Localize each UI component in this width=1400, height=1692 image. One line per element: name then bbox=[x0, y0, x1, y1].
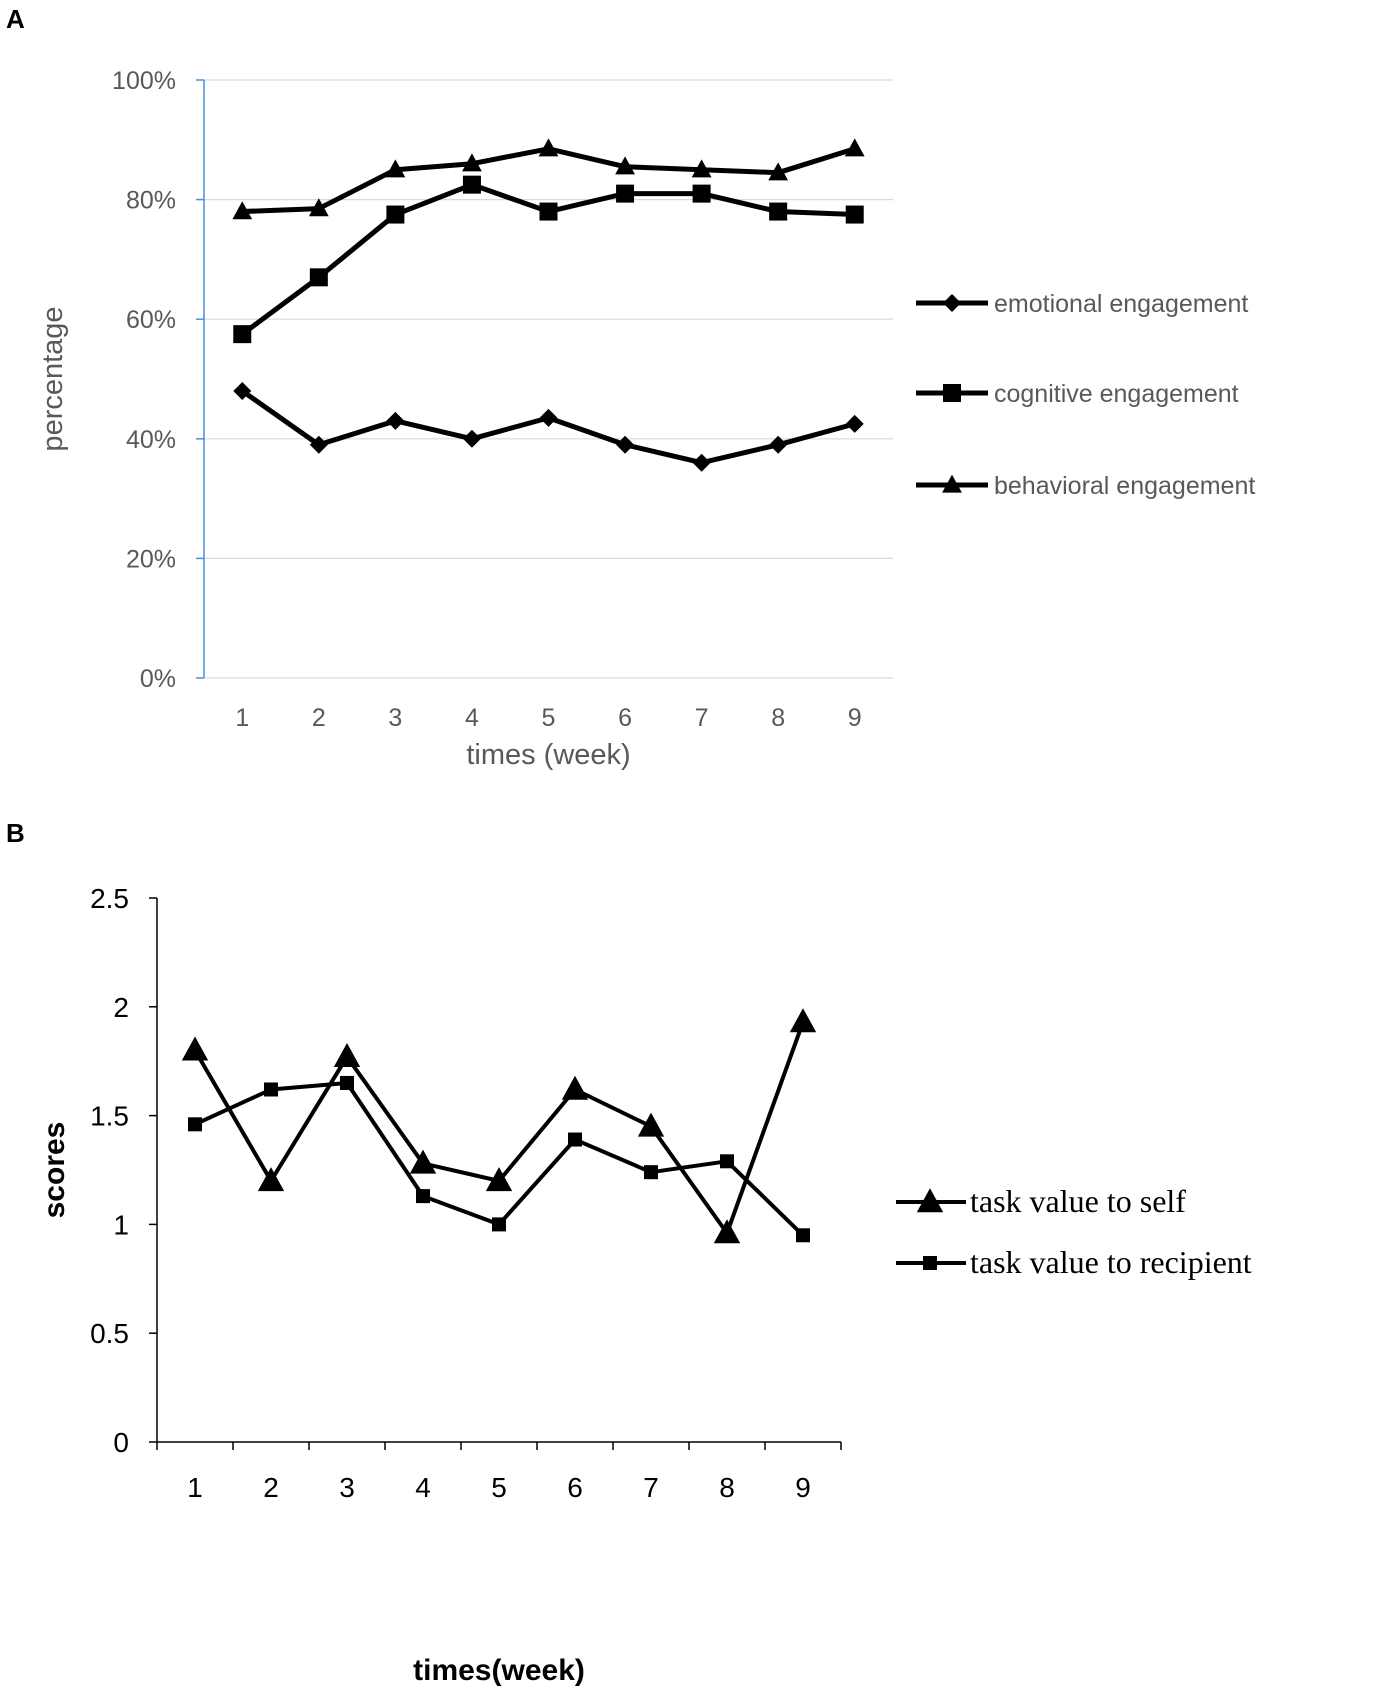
x-tick-label-b: 2 bbox=[263, 1472, 279, 1503]
x-tick-label-b: 5 bbox=[491, 1472, 507, 1503]
x-axis-title-b: times(week) bbox=[413, 1654, 585, 1687]
legend-label-b: task value to recipient bbox=[970, 1244, 1252, 1280]
x-tick-label-b: 7 bbox=[643, 1472, 659, 1503]
data-point-b bbox=[796, 1228, 810, 1243]
data-point-a bbox=[691, 159, 712, 178]
data-point-b bbox=[188, 1117, 202, 1132]
panel-label-a: A bbox=[6, 4, 25, 34]
legend-marker-a bbox=[942, 474, 962, 493]
x-tick-label-a: 6 bbox=[618, 704, 632, 732]
x-tick-label-a: 5 bbox=[542, 704, 556, 732]
data-point-a bbox=[616, 184, 635, 203]
x-tick-label-a: 3 bbox=[388, 704, 402, 732]
data-point-b bbox=[264, 1082, 278, 1097]
data-point-a bbox=[462, 429, 481, 448]
data-point-a bbox=[233, 325, 252, 344]
data-point-b bbox=[485, 1167, 513, 1192]
data-point-b bbox=[257, 1167, 285, 1192]
data-point-b bbox=[568, 1132, 582, 1147]
y-tick-label-a: 60% bbox=[126, 306, 176, 334]
y-tick-label-a: 80% bbox=[126, 187, 176, 215]
legend-label-b: task value to self bbox=[970, 1183, 1186, 1219]
legend-label-a: emotional engagement bbox=[994, 290, 1248, 318]
data-point-b bbox=[340, 1075, 354, 1090]
x-tick-label-a: 4 bbox=[465, 704, 479, 732]
data-point-a bbox=[232, 201, 253, 220]
data-point-a bbox=[233, 381, 252, 400]
x-tick-label-b: 3 bbox=[339, 1472, 355, 1503]
data-point-b bbox=[181, 1036, 209, 1061]
series-line-a bbox=[242, 146, 856, 215]
data-point-b bbox=[561, 1075, 589, 1100]
y-tick-label-a: 100% bbox=[112, 67, 176, 95]
data-point-a bbox=[692, 453, 711, 472]
data-point-b bbox=[409, 1149, 437, 1174]
series-line-b bbox=[193, 1021, 805, 1236]
data-point-b bbox=[333, 1043, 361, 1068]
data-point-b bbox=[637, 1112, 665, 1137]
data-point-a bbox=[385, 159, 406, 178]
x-tick-label-a: 8 bbox=[771, 704, 785, 732]
data-point-a bbox=[462, 175, 481, 194]
data-point-a bbox=[462, 153, 482, 172]
x-tick-label-a: 1 bbox=[235, 704, 249, 732]
data-point-a bbox=[692, 184, 711, 203]
x-tick-label-b: 8 bbox=[719, 1472, 735, 1503]
x-tick-label-b: 6 bbox=[567, 1472, 583, 1503]
x-tick-label-b: 1 bbox=[187, 1472, 203, 1503]
x-axis-title-a: times (week) bbox=[466, 739, 630, 771]
y-tick-label-b: 1.5 bbox=[90, 1101, 129, 1132]
data-point-a bbox=[616, 435, 635, 454]
y-tick-label-b: 2.5 bbox=[90, 883, 129, 914]
data-point-a bbox=[308, 198, 329, 217]
legend-label-a: behavioral engagement bbox=[994, 472, 1255, 500]
data-point-a bbox=[386, 411, 405, 430]
x-tick-label-a: 7 bbox=[695, 704, 709, 732]
data-point-a bbox=[844, 138, 865, 157]
data-point-b bbox=[416, 1189, 430, 1204]
data-point-b bbox=[713, 1219, 741, 1244]
x-tick-label-a: 9 bbox=[848, 704, 862, 732]
data-point-a bbox=[769, 435, 788, 454]
data-point-a bbox=[539, 408, 558, 427]
legend-marker-a bbox=[943, 384, 961, 402]
legend-marker-b bbox=[923, 1256, 937, 1270]
x-tick-label-b: 9 bbox=[795, 1472, 811, 1503]
data-point-a bbox=[769, 202, 788, 221]
y-tick-label-b: 0.5 bbox=[90, 1318, 129, 1349]
data-point-a bbox=[386, 205, 405, 224]
data-point-a bbox=[845, 414, 864, 433]
y-tick-label-b: 1 bbox=[113, 1209, 129, 1240]
y-tick-label-b: 0 bbox=[113, 1427, 129, 1458]
y-axis-title-b: scores bbox=[38, 1122, 71, 1219]
data-point-a bbox=[768, 162, 789, 181]
y-tick-label-a: 40% bbox=[126, 426, 176, 454]
data-point-b bbox=[492, 1217, 506, 1232]
legend-label-a: cognitive engagement bbox=[994, 380, 1239, 408]
chart-b: 0 0.5 1 1.5 2 2.5 1 2 3 4 5 6 7 8 9 times(week) scores ta… bbox=[38, 883, 1252, 1687]
data-point-b bbox=[720, 1154, 734, 1169]
data-point-a bbox=[309, 435, 328, 454]
data-point-b bbox=[789, 1008, 817, 1033]
y-tick-label-a: 20% bbox=[126, 545, 176, 573]
data-point-a bbox=[539, 202, 558, 221]
legend-marker-a bbox=[943, 294, 961, 312]
legend-marker-b bbox=[916, 1188, 944, 1213]
y-axis-title-a: percentage bbox=[37, 306, 69, 451]
chart-a: 0% 20% 40% 60% 80% 100% 1 2 3 4 5 6 7 8 9 times (week) p… bbox=[37, 67, 1255, 771]
data-point-a bbox=[538, 138, 559, 157]
data-point-b bbox=[644, 1165, 658, 1180]
x-tick-label-a: 2 bbox=[312, 704, 326, 732]
data-point-a bbox=[845, 205, 864, 224]
data-point-a bbox=[615, 156, 635, 175]
y-tick-label-a: 0% bbox=[140, 665, 176, 693]
panel-label-b: B bbox=[6, 818, 25, 848]
y-tick-label-b: 2 bbox=[113, 992, 129, 1023]
data-point-a bbox=[309, 268, 328, 287]
x-tick-label-b: 4 bbox=[415, 1472, 431, 1503]
